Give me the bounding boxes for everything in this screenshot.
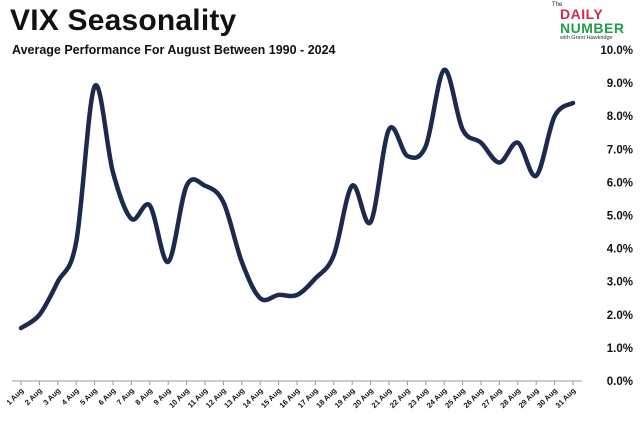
y-tick-label: 10.0%	[600, 45, 633, 57]
y-tick-label: 3.0%	[607, 277, 633, 289]
daily-number-logo: The DAILY NUMBER with Grant Hawkridge	[552, 2, 632, 44]
y-tick-label: 9.0%	[607, 78, 633, 90]
x-tick-label: 8 Aug	[133, 386, 154, 407]
x-tick-label: 2 Aug	[23, 386, 44, 407]
y-tick-label: 4.0%	[607, 244, 633, 256]
y-tick-label: 5.0%	[607, 211, 633, 223]
x-tick-label: 5 Aug	[78, 386, 99, 407]
y-tick-label: 8.0%	[607, 111, 633, 123]
chart-title: VIX Seasonality	[10, 4, 237, 37]
x-tick-label: 6 Aug	[97, 386, 118, 407]
logo-line-1: DAILY	[560, 6, 604, 22]
y-tick-label: 2.0%	[607, 310, 633, 322]
y-tick-label: 6.0%	[607, 177, 633, 189]
x-tick-label: 4 Aug	[60, 386, 81, 407]
x-tick-label: 3 Aug	[41, 386, 62, 407]
logo-line-3: with Grant Hawkridge	[560, 35, 613, 41]
series-line-0	[18, 67, 576, 331]
logo-line-2: NUMBER	[560, 20, 625, 36]
y-tick-label: 7.0%	[607, 144, 633, 156]
x-tick-label: 1 Aug	[5, 386, 26, 407]
x-tick-label: 31 Aug	[554, 386, 578, 410]
plot-area: 0.0% 1.0% 2.0% 3.0% 4.0% 5.0% 6.0% 7.0% 8.0% 9.0%…	[5, 45, 633, 410]
chart-subtitle: Average Performance For August Between 1…	[12, 43, 336, 57]
x-tick-label: 7 Aug	[115, 386, 136, 407]
logo-the: The	[552, 2, 563, 8]
y-tick-label: 1.0%	[607, 343, 633, 355]
y-tick-label: 0.0%	[607, 376, 633, 388]
